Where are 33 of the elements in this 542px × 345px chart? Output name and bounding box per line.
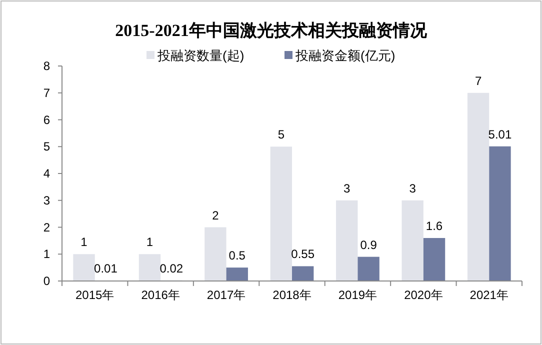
x-tick-label: 2019年	[338, 288, 378, 302]
data-label: 0.02	[160, 261, 184, 276]
data-label: 3	[409, 181, 416, 196]
x-tick-label: 2018年	[272, 288, 312, 302]
legend-label: 投融资数量(起)	[156, 48, 244, 63]
data-label: 5	[278, 128, 285, 142]
x-tick-label: 2021年	[470, 288, 508, 302]
data-label: 0.5	[228, 248, 246, 263]
data-label: 1.6	[426, 219, 443, 233]
data-label: 0.9	[360, 238, 378, 252]
data-label: 1	[80, 235, 88, 250]
data-label: 7	[474, 74, 482, 88]
y-tick-label: 2	[43, 220, 50, 234]
x-tick-label: 2017年	[206, 288, 246, 302]
data-label: 5.01	[488, 127, 512, 142]
y-tick-label: 0	[43, 274, 50, 288]
x-tick-label: 2016年	[141, 288, 180, 302]
y-tick-label: 5	[43, 140, 50, 154]
y-tick-label: 8	[43, 59, 50, 73]
legend-label: 投融资金额(亿元)	[294, 48, 396, 63]
x-tick-label: 2015年	[76, 288, 114, 302]
x-tick-label: 2020年	[404, 288, 443, 302]
y-tick-label: 6	[43, 112, 50, 127]
data-label: 0.55	[291, 247, 315, 262]
data-label: 1	[146, 235, 154, 250]
data-label: 3	[344, 181, 351, 196]
data-label: 2	[212, 208, 220, 222]
y-tick-label: 3	[43, 193, 50, 208]
y-tick-label: 4	[43, 166, 50, 180]
data-label: 0.01	[94, 262, 118, 276]
y-tick-label: 1	[43, 247, 50, 262]
y-tick-label: 7	[43, 86, 50, 100]
chart-title: 2015-2021年中国激光技术相关投融资情况	[115, 21, 428, 40]
